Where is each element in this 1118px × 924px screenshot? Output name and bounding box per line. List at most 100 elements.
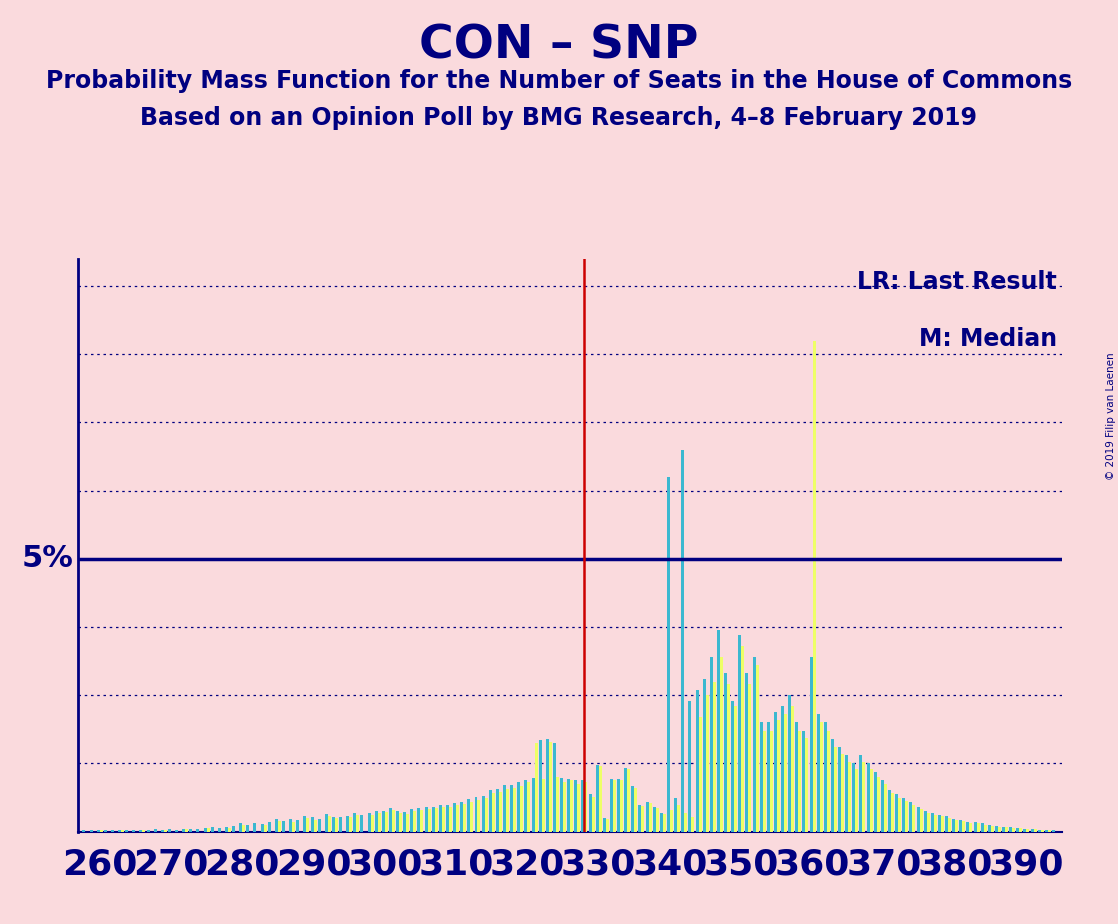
Bar [866, 763, 870, 832]
Bar [809, 657, 813, 832]
Bar [606, 819, 609, 832]
Bar [439, 805, 442, 832]
Bar [420, 809, 424, 832]
Bar [874, 772, 877, 832]
Bar [998, 827, 1001, 832]
Bar [225, 827, 228, 832]
Bar [891, 794, 894, 832]
Bar [449, 807, 452, 832]
Bar [432, 807, 435, 832]
Text: CON – SNP: CON – SNP [419, 23, 699, 68]
Bar [884, 784, 887, 832]
Bar [1012, 828, 1015, 832]
Bar [239, 823, 243, 832]
Bar [959, 821, 963, 832]
Bar [499, 792, 502, 832]
Bar [264, 824, 266, 832]
Bar [691, 818, 694, 832]
Bar [560, 778, 563, 832]
Bar [161, 830, 164, 832]
Bar [813, 341, 815, 832]
Bar [667, 477, 670, 832]
Bar [1052, 830, 1055, 832]
Bar [591, 797, 595, 832]
Bar [290, 819, 292, 832]
Bar [681, 450, 684, 832]
Bar [471, 802, 473, 832]
Bar [197, 829, 199, 832]
Bar [313, 820, 316, 832]
Bar [980, 823, 984, 832]
Bar [731, 700, 735, 832]
Bar [1002, 827, 1005, 832]
Bar [210, 827, 214, 832]
Bar [902, 797, 906, 832]
Bar [218, 828, 221, 832]
Bar [627, 769, 631, 832]
Bar [748, 685, 751, 832]
Bar [1048, 830, 1051, 832]
Bar [375, 811, 378, 832]
Bar [189, 829, 192, 832]
Bar [645, 802, 648, 832]
Bar [695, 689, 699, 832]
Bar [168, 830, 171, 832]
Bar [303, 816, 306, 832]
Bar [919, 808, 922, 832]
Bar [482, 796, 484, 832]
Bar [567, 779, 570, 832]
Bar [399, 812, 402, 832]
Bar [770, 731, 773, 832]
Bar [670, 809, 673, 832]
Bar [503, 785, 506, 832]
Bar [653, 807, 656, 832]
Bar [518, 782, 520, 832]
Bar [260, 824, 264, 832]
Bar [898, 797, 901, 832]
Bar [546, 739, 549, 832]
Bar [233, 826, 235, 832]
Bar [888, 790, 891, 832]
Bar [414, 811, 416, 832]
Bar [442, 807, 445, 832]
Bar [318, 819, 321, 832]
Bar [689, 700, 691, 832]
Bar [702, 679, 705, 832]
Bar [1041, 830, 1044, 832]
Bar [510, 784, 513, 832]
Bar [805, 737, 808, 832]
Bar [539, 740, 541, 832]
Bar [831, 739, 834, 832]
Bar [453, 803, 456, 832]
Bar [1005, 827, 1008, 832]
Bar [881, 780, 884, 832]
Bar [1016, 828, 1020, 832]
Bar [966, 821, 969, 832]
Bar [849, 761, 851, 832]
Bar [710, 657, 713, 832]
Bar [656, 808, 659, 832]
Bar [713, 682, 716, 832]
Bar [777, 720, 780, 832]
Bar [862, 761, 865, 832]
Bar [332, 817, 335, 832]
Bar [927, 812, 930, 832]
Bar [142, 830, 145, 832]
Bar [617, 779, 620, 832]
Bar [186, 830, 188, 832]
Bar [435, 808, 438, 832]
Bar [877, 777, 880, 832]
Bar [146, 830, 150, 832]
Bar [834, 747, 837, 832]
Bar [674, 797, 678, 832]
Bar [492, 794, 495, 832]
Text: M: Median: M: Median [919, 327, 1058, 351]
Bar [254, 823, 256, 832]
Bar [243, 824, 245, 832]
Bar [596, 765, 599, 832]
Bar [727, 685, 730, 832]
Bar [724, 674, 727, 832]
Bar [563, 783, 566, 832]
Bar [941, 816, 944, 832]
Bar [353, 813, 357, 832]
